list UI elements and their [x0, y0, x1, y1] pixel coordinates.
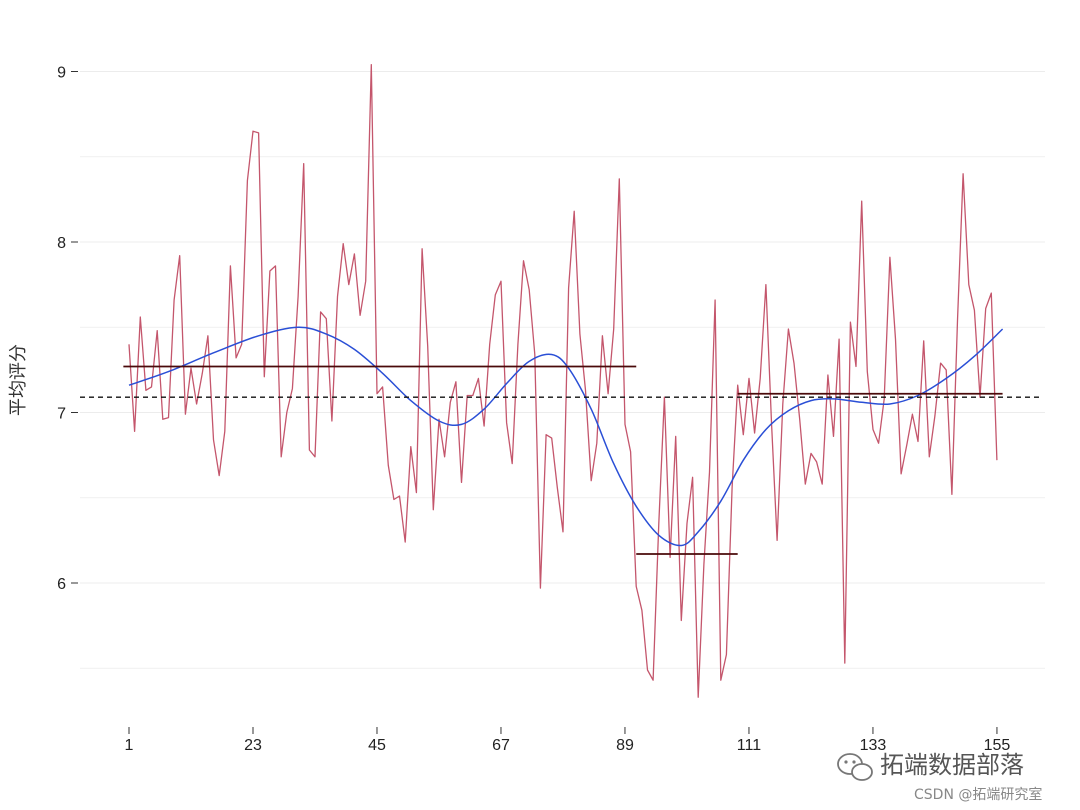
y-tick-label: 8 — [57, 235, 66, 252]
y-tick-label: 7 — [57, 406, 66, 423]
x-tick-label: 155 — [984, 737, 1011, 754]
x-tick-label: 1 — [125, 737, 134, 754]
segment-mean-layer — [123, 365, 1003, 555]
y-tick-label: 9 — [57, 65, 66, 82]
x-tick-label: 67 — [492, 737, 510, 754]
smooth-trend-line — [128, 326, 1004, 547]
gridlines — [80, 71, 1045, 669]
watermark-brand: 拓端数据部落 — [880, 751, 1024, 779]
y-axis: 6 7 8 9 — [57, 65, 78, 593]
y-tick-label: 6 — [57, 576, 66, 593]
x-tick-label: 23 — [244, 737, 262, 754]
x-axis: 1 23 45 67 89 111 133 155 — [125, 727, 1011, 754]
watermark-credit: CSDN @拓端研究室 — [914, 786, 1042, 803]
watermark: 拓端数据部落 CSDN @拓端研究室 — [837, 751, 1042, 803]
series-layer — [128, 64, 998, 698]
x-tick-label: 89 — [616, 737, 634, 754]
wechat-icon — [837, 753, 873, 781]
x-tick-label: 133 — [860, 737, 887, 754]
x-tick-label: 45 — [368, 737, 386, 754]
x-tick-label: 111 — [737, 737, 761, 754]
y-axis-title: 平均评分 — [8, 344, 29, 416]
smooth-layer — [128, 326, 1004, 547]
rating-series-line — [128, 64, 998, 698]
